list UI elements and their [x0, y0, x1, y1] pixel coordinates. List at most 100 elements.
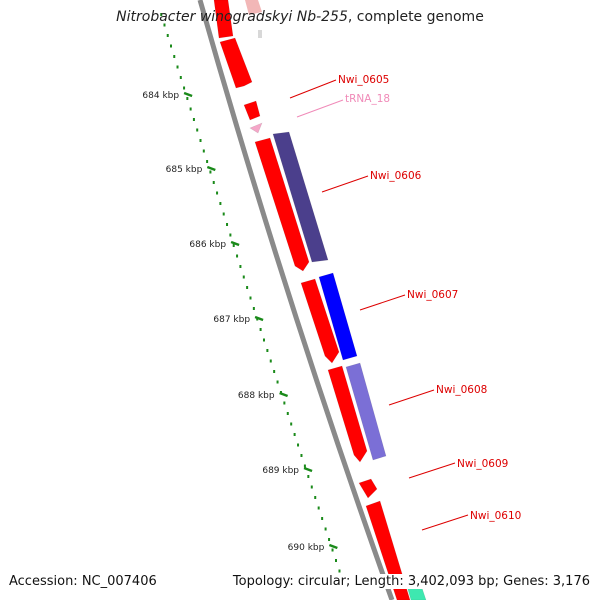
ruler-dot	[321, 517, 324, 520]
ruler-dot	[222, 212, 225, 216]
ruler-tick-label: 686 kbp	[189, 240, 226, 250]
gene-small-fwd	[243, 100, 261, 121]
map-title: Nitrobacter winogradskyi Nb-255, complet…	[0, 9, 600, 25]
label-nwi-0606: Nwi_0606	[370, 170, 422, 182]
ruler-major-tick	[254, 315, 264, 322]
ruler-dot	[183, 86, 186, 90]
gene-nwi-0608-fwd	[327, 365, 368, 463]
label-nwi-0609: Nwi_0609	[457, 458, 508, 470]
ruler-dot	[239, 265, 242, 268]
gene-features	[213, 0, 427, 600]
ruler-major-tick	[206, 165, 216, 172]
ruler-tick-label: 688 kbp	[238, 391, 275, 401]
ruler-dot	[163, 23, 166, 27]
gene-nwi-0609	[358, 478, 378, 499]
ruler-dot	[199, 139, 202, 142]
label-nwi-0608: Nwi_0608	[436, 384, 487, 396]
label-nwi-0610-leader	[421, 514, 469, 531]
ruler-dot	[297, 443, 300, 447]
ruler-dot	[269, 359, 272, 363]
ruler-dot	[236, 254, 239, 258]
gene-labels: Nwi_0605 tRNA_18 Nwi_0606 Nwi_0607 Nwi_0608 N…	[289, 74, 521, 531]
ruler-dot	[173, 55, 176, 58]
ruler-major-tick	[279, 391, 289, 398]
label-nwi-0605-leader	[289, 79, 337, 99]
organism-name: Nitrobacter winogradskyi Nb-255	[116, 9, 348, 25]
ruler-dot	[249, 296, 252, 300]
label-trna-18: tRNA_18	[345, 93, 390, 105]
ruler-dot	[242, 275, 245, 279]
ruler-tick-label: 687 kbp	[213, 315, 250, 325]
ruler-dot	[303, 464, 306, 468]
gene-trna-18	[249, 122, 263, 134]
ruler-tick-label: 689 kbp	[262, 466, 299, 476]
ruler-dot	[335, 559, 337, 562]
ruler-dot	[160, 13, 163, 16]
ruler-dot	[176, 65, 179, 69]
ruler-dot	[166, 34, 169, 37]
label-nwi-0608-leader	[388, 389, 435, 406]
gene-nwi-0607	[318, 272, 358, 361]
ruler-dot	[276, 380, 279, 384]
ruler-major-tick	[183, 91, 193, 98]
ruler-tick-label: 690 kbp	[288, 543, 325, 553]
label-nwi-0610: Nwi_0610	[470, 510, 521, 522]
label-nwi-0607: Nwi_0607	[407, 289, 458, 301]
ruler-dot	[252, 307, 255, 310]
ruler-tick-label: 684 kbp	[142, 91, 179, 101]
ruler-dot	[314, 496, 317, 499]
ruler-dot	[273, 370, 276, 373]
backbone-arc	[197, 0, 395, 600]
title-suffix: , complete genome	[347, 9, 484, 25]
ruler-dot	[186, 97, 189, 100]
ruler-dot	[286, 412, 289, 415]
gene-faded-top	[245, 0, 262, 15]
ruler-dot	[246, 286, 249, 289]
ruler-dot	[324, 527, 327, 531]
gene-nwi-0606-fwd	[254, 137, 310, 272]
ruler-dot	[192, 118, 195, 121]
label-nwi-0609-leader	[408, 462, 456, 479]
ruler-dot	[179, 76, 182, 79]
ruler-major-tick	[303, 466, 313, 473]
ruler-dot	[229, 233, 232, 237]
gene-top-partial	[213, 0, 234, 39]
label-nwi-0607-leader	[359, 294, 406, 311]
genome-backbone	[197, 0, 395, 600]
ruler-dot	[219, 202, 222, 205]
ruler-dot	[189, 107, 192, 111]
ruler-dot	[331, 548, 334, 552]
faded-marker	[258, 30, 262, 38]
ruler-major-tick	[230, 240, 240, 247]
gene-nwi-0605	[219, 37, 253, 89]
ruler-dot	[232, 244, 235, 247]
gene-nwi-0608	[345, 362, 387, 461]
ruler-tick-label: 685 kbp	[166, 165, 203, 175]
ruler-dot	[226, 223, 229, 226]
label-nwi-0606-leader	[321, 175, 369, 193]
ruler-dot	[293, 433, 296, 436]
ruler-dot	[209, 170, 212, 174]
ruler-dot	[202, 149, 205, 153]
ruler-dot	[196, 128, 199, 132]
gene-nwi-0606	[272, 131, 329, 263]
kbp-ruler: 684 kbp 685 kbp 686 kbp 687 kbp 688 kbp 689 k…	[142, 13, 341, 573]
ruler-dot	[259, 328, 262, 331]
label-trna-18-leader	[296, 99, 344, 118]
ruler-dot	[212, 181, 215, 184]
accession-text: Accession: NC_007406	[9, 574, 157, 589]
gene-nwi-0607-fwd	[300, 278, 340, 364]
ruler-dot	[290, 422, 293, 426]
ruler-dot	[283, 401, 286, 405]
ruler-dot	[216, 191, 219, 195]
ruler-dot	[317, 506, 320, 510]
ruler-dot	[300, 454, 303, 457]
ruler-dot	[338, 569, 341, 573]
ruler-dot	[328, 538, 331, 541]
genome-summary: Topology: circular; Length: 3,402,093 bp…	[232, 574, 590, 589]
label-nwi-0605: Nwi_0605	[338, 74, 389, 86]
ruler-dot	[262, 338, 265, 342]
ruler-dot	[169, 44, 172, 48]
ruler-dot	[266, 349, 269, 352]
